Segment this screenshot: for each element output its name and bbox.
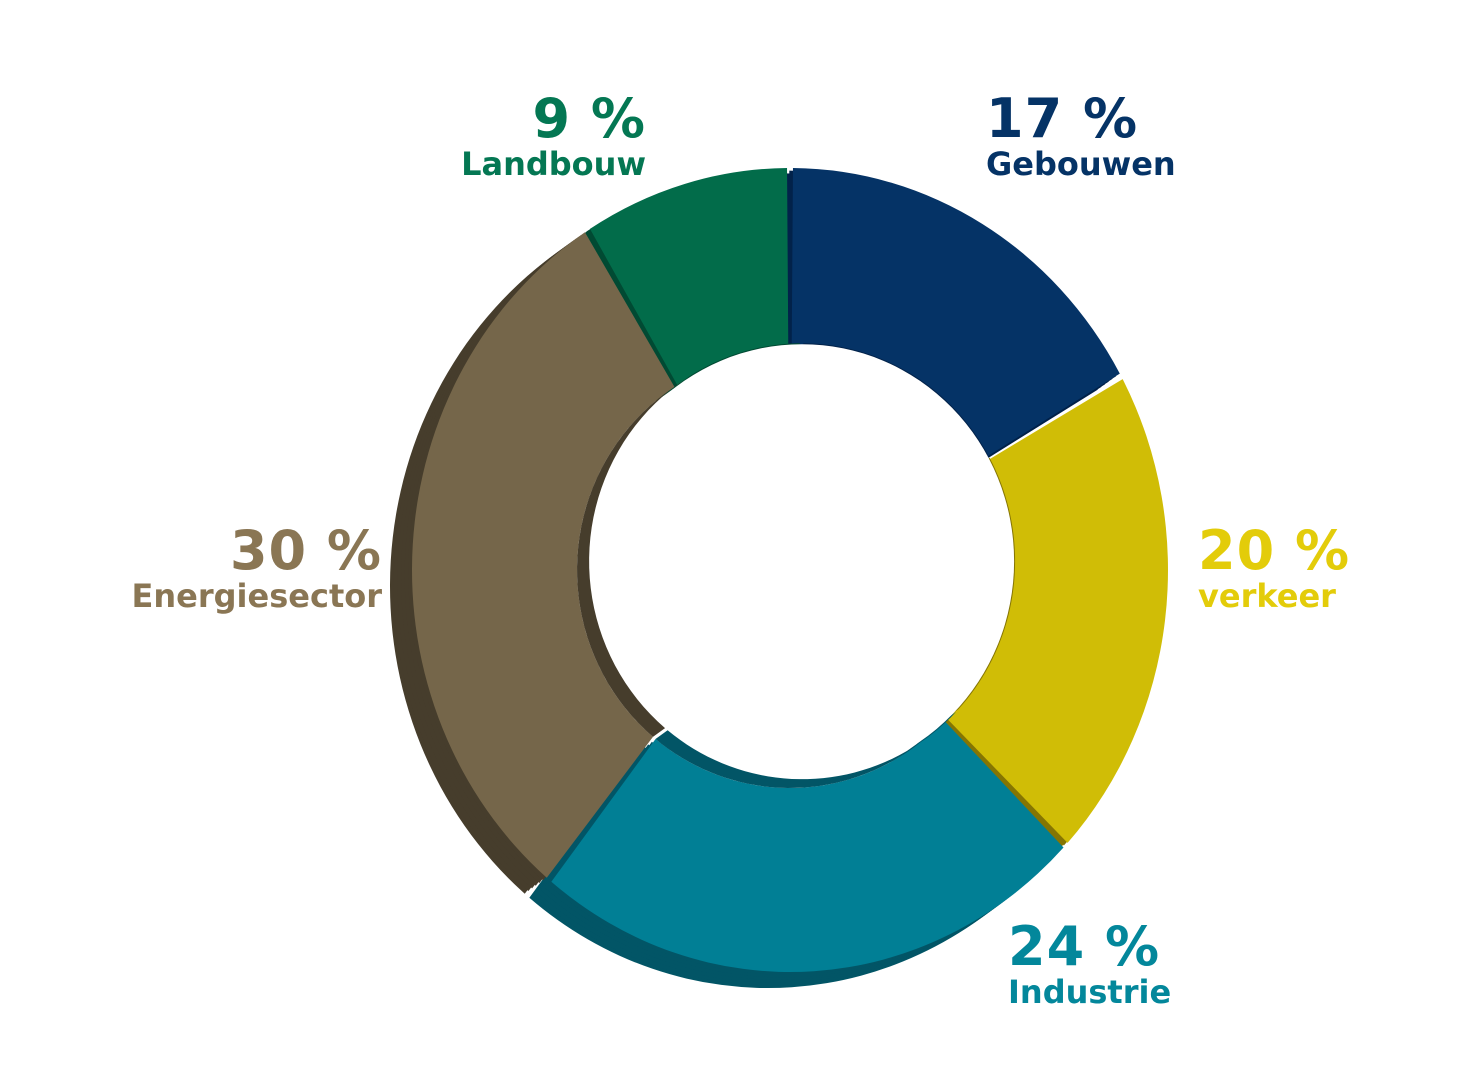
slice-landbouw [589, 168, 789, 386]
category-label-gebouwen: Gebouwen [986, 145, 1176, 183]
category-label-verkeer: verkeer [1198, 577, 1336, 615]
label-energiesector: 30 % Energiesector [131, 519, 382, 615]
slice-inner-wall-energiesector [577, 378, 687, 737]
slice-inner-wall-industrie [655, 711, 957, 788]
value-label-landbouw: 9 % [532, 87, 646, 150]
slice-energiesector [412, 232, 675, 878]
value-label-industrie: 24 % [1008, 915, 1161, 978]
value-label-energiesector: 30 % [229, 519, 382, 582]
slice-faces [412, 168, 1168, 972]
label-industrie: 24 % Industrie [1008, 915, 1172, 1011]
label-gebouwen: 17 % Gebouwen [986, 87, 1176, 183]
label-landbouw: 9 % Landbouw [461, 87, 646, 183]
label-verkeer: 20 % verkeer [1198, 519, 1351, 615]
category-label-energiesector: Energiesector [131, 577, 382, 615]
slice-industrie [551, 720, 1064, 972]
category-label-industrie: Industrie [1008, 973, 1172, 1011]
value-label-verkeer: 20 % [1198, 519, 1351, 582]
donut-hole-inner [590, 344, 1015, 779]
slice-gebouwen [791, 168, 1120, 464]
category-label-landbouw: Landbouw [461, 145, 646, 183]
value-label-gebouwen: 17 % [986, 87, 1139, 150]
